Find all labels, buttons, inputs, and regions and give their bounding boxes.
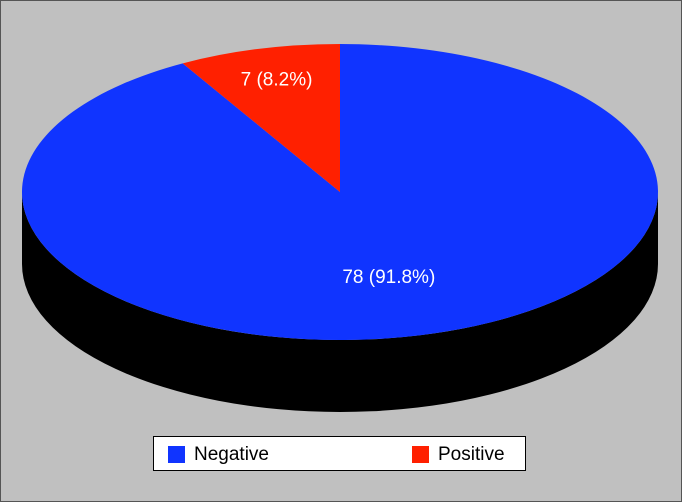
data-label: 78 (91.8%) — [342, 267, 435, 288]
pie-slice — [21, 44, 658, 340]
pie: 78 (91.8%) 7 (8.2%) — [21, 44, 658, 412]
legend-items: Negative Positive — [168, 444, 505, 465]
legend — [153, 436, 526, 471]
data-label: 7 (8.2%) — [241, 69, 313, 90]
pie-slice — [182, 44, 340, 192]
legend-label: Negative — [194, 444, 269, 465]
legend-swatch — [168, 446, 185, 463]
legend-label: Positive — [438, 444, 505, 465]
pie-side — [22, 192, 658, 412]
legend-swatch — [412, 446, 429, 463]
